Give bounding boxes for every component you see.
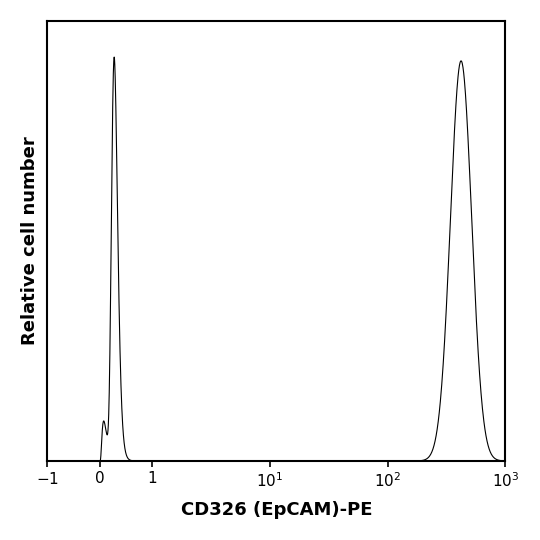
Y-axis label: Relative cell number: Relative cell number (21, 137, 39, 345)
X-axis label: CD326 (EpCAM)-PE: CD326 (EpCAM)-PE (180, 501, 372, 519)
